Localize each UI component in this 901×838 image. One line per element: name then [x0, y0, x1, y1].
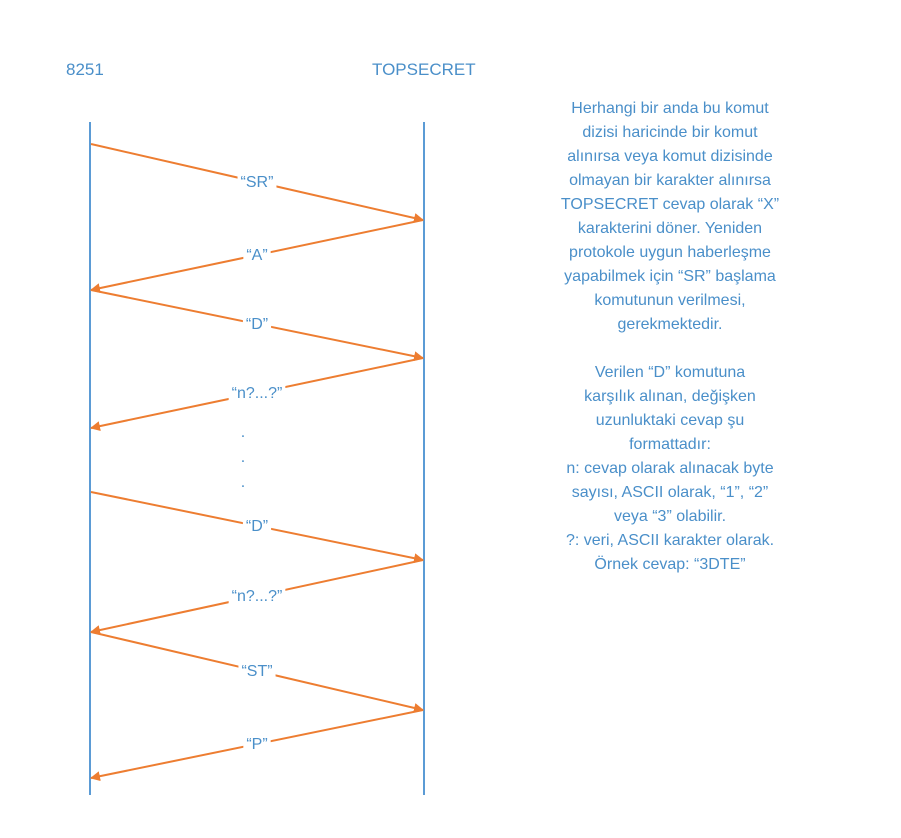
message-label-background	[242, 315, 272, 334]
actor-topsecret-label: TOPSECRET	[372, 60, 476, 79]
ellipsis-dot-1: .	[241, 424, 245, 441]
message-arrow-5: “D”	[90, 491, 424, 564]
message-label-background	[228, 587, 286, 606]
message-label-background	[228, 384, 286, 403]
message-arrow-8: “P”	[90, 709, 424, 782]
message-label: “ST”	[241, 663, 272, 680]
message-label-background	[242, 517, 272, 536]
message-label-background	[243, 246, 271, 265]
message-arrow-2: “A”	[90, 219, 424, 294]
message-label: “SR”	[241, 174, 274, 191]
message-label: “n?...?”	[232, 385, 283, 402]
message-arrow-6: “n?...?”	[90, 559, 424, 635]
message-arrow-7: “ST”	[90, 631, 424, 713]
message-label-background	[238, 662, 276, 681]
message-label: “n?...?”	[232, 588, 283, 605]
note-error-handling: Herhangi bir anda bu komut dizisi harici…	[560, 100, 780, 333]
ellipsis-dot-3: .	[241, 474, 245, 491]
message-label: “D”	[246, 518, 268, 535]
message-label: “P”	[246, 736, 267, 753]
note-response-format: Verilen “D” komutuna karşılık alınan, de…	[565, 364, 775, 573]
actor-8251-label: 8251	[66, 60, 104, 79]
message-label: “D”	[246, 316, 268, 333]
message-arrow-3: “D”	[90, 289, 424, 362]
message-arrow-4: “n?...?”	[90, 357, 424, 432]
message-arrow-1: “SR”	[90, 143, 424, 223]
ellipsis-dot-2: .	[241, 449, 245, 466]
message-label-background	[237, 173, 277, 192]
message-label: “A”	[246, 247, 267, 264]
note-spacer	[520, 337, 820, 361]
message-label-background	[243, 735, 271, 754]
protocol-notes: Herhangi bir anda bu komut dizisi harici…	[520, 97, 820, 577]
